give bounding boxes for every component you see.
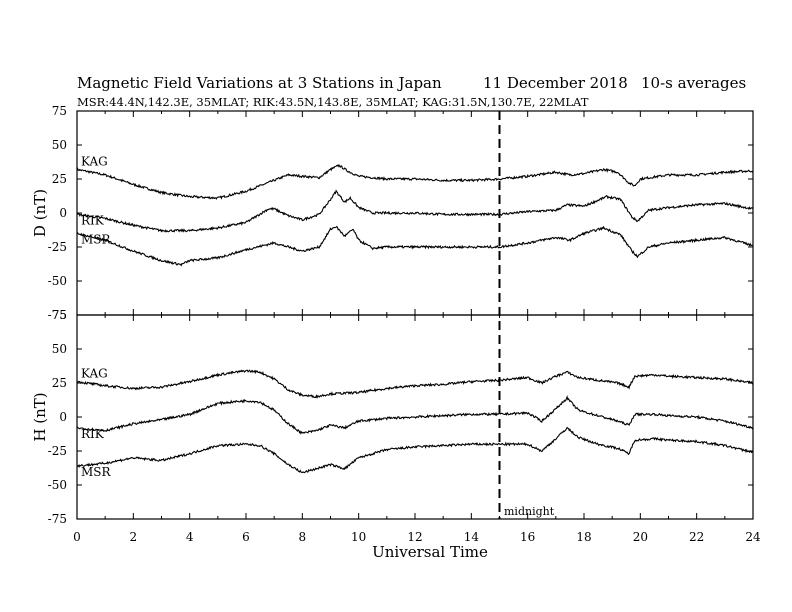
chart-date: 11 December 2018 bbox=[483, 74, 628, 92]
midnight-label: midnight bbox=[504, 505, 555, 518]
series-label-msr: MSR bbox=[81, 465, 112, 479]
x-axis-label: Universal Time bbox=[372, 543, 488, 561]
x-tick-label: 8 bbox=[299, 530, 307, 544]
x-tick-label: 14 bbox=[464, 530, 480, 544]
x-tick-label: 0 bbox=[73, 530, 81, 544]
y-axis-label-D: D (nT) bbox=[31, 189, 49, 237]
x-tick-label: 10 bbox=[351, 530, 366, 544]
y-tick-label: 75 bbox=[52, 308, 67, 322]
y-tick-label: -75 bbox=[48, 308, 67, 322]
y-tick-label: 50 bbox=[52, 342, 67, 356]
y-tick-label: 50 bbox=[52, 138, 67, 152]
y-tick-label: -25 bbox=[48, 240, 67, 254]
y-tick-label: -50 bbox=[48, 478, 67, 492]
series-line-msr-D bbox=[76, 225, 754, 267]
series-label-rik: RIK bbox=[81, 427, 105, 441]
averaging-label: 10-s averages bbox=[641, 74, 746, 92]
y-tick-label: 75 bbox=[52, 104, 67, 118]
y-tick-label: 0 bbox=[59, 410, 67, 424]
series-line-kag-D bbox=[76, 163, 754, 200]
series-line-rik-H bbox=[76, 395, 754, 435]
y-tick-label: 0 bbox=[59, 206, 67, 220]
x-tick-label: 6 bbox=[242, 530, 250, 544]
x-tick-label: 4 bbox=[186, 530, 194, 544]
y-tick-label: -50 bbox=[48, 274, 67, 288]
x-tick-label: 22 bbox=[689, 530, 704, 544]
chart-title: Magnetic Field Variations at 3 Stations … bbox=[77, 74, 442, 92]
x-tick-label: 18 bbox=[576, 530, 591, 544]
series-line-msr-H bbox=[76, 426, 754, 474]
x-tick-label: 16 bbox=[520, 530, 535, 544]
y-tick-label: 25 bbox=[52, 376, 67, 390]
y-tick-label: -75 bbox=[48, 512, 67, 526]
series-label-kag: KAG bbox=[81, 367, 108, 381]
series-label-msr: MSR bbox=[81, 232, 112, 246]
x-tick-label: 2 bbox=[130, 530, 138, 544]
series-label-kag: KAG bbox=[81, 154, 108, 168]
plot-area: -75 -50 -25 0 25 50 75 D (nT) KAG RIK MSR -75 -50 -25… bbox=[31, 104, 761, 544]
y-axis-label-H: H (nT) bbox=[31, 392, 49, 441]
x-tick-label: 24 bbox=[745, 530, 761, 544]
series-line-kag-H bbox=[77, 369, 754, 399]
series-label-rik: RIK bbox=[81, 213, 105, 227]
series-line-rik-D bbox=[76, 189, 754, 233]
y-tick-label: 25 bbox=[52, 172, 67, 186]
x-tick-label: 12 bbox=[407, 530, 422, 544]
x-tick-label: 20 bbox=[633, 530, 648, 544]
y-tick-label: -25 bbox=[48, 444, 67, 458]
station-info: MSR:44.4N,142.3E, 35MLAT; RIK:43.5N,143.… bbox=[77, 95, 589, 109]
